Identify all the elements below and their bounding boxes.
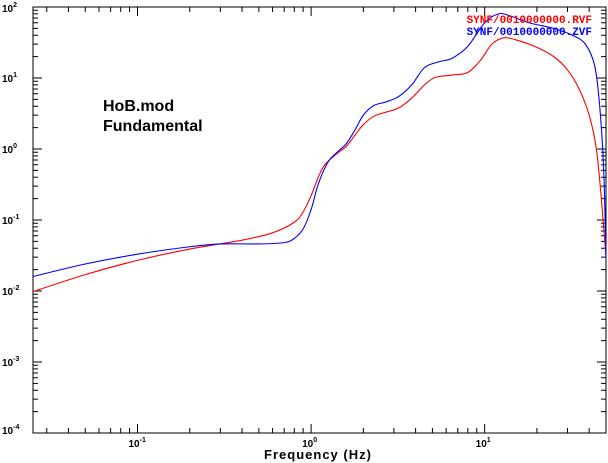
y-tick-label: 10-1 [2,214,19,227]
model-name-annotation: HoB.mod [103,98,174,115]
y-tick-label: 101 [2,72,17,85]
tick-marks [33,6,607,434]
x-tick-label: 10-1 [129,437,146,450]
y-tick-label: 10-2 [2,285,19,298]
y-tick-label: 10-4 [2,424,19,437]
mode-annotation: Fundamental [103,118,203,135]
series-lines [32,12,607,293]
tick-labels: 10-1 100 101 10-4 10-3 10-2 10-1 100 101 102 [2,2,491,450]
x-axis-title: Frequency (Hz) [264,447,372,462]
x-tick-label: 101 [476,437,491,450]
legend-entry-zvf: SYNF/0010000000.ZVF [467,27,592,39]
y-tick-label: 100 [2,143,17,156]
y-tick-label: 10-3 [2,356,19,369]
y-tick-label: 102 [2,2,17,15]
legend-entry-rvf: SYNF/0010000000.RVF [467,15,592,27]
series-line-zvf [32,12,607,278]
series-line-rvf [32,37,607,293]
x-tick-label: 100 [302,437,317,450]
plot-frame [32,6,607,434]
